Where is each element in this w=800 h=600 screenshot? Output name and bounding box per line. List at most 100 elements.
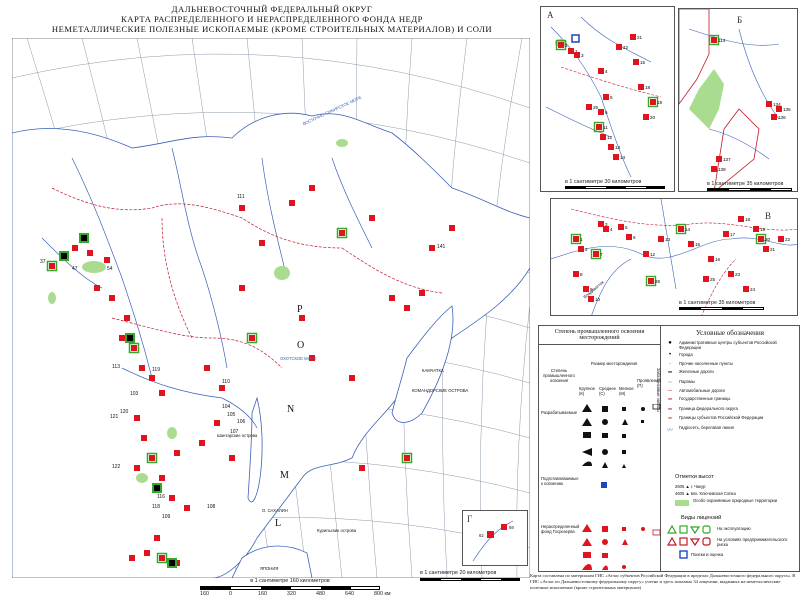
inset-deposit-marker[interactable]: [626, 234, 632, 240]
deposit-marker[interactable]: [369, 215, 375, 221]
deposit-marker[interactable]: [184, 505, 190, 511]
inset-deposit-marker[interactable]: [618, 224, 624, 230]
deposit-marker[interactable]: [259, 240, 265, 246]
inset-deposit-marker[interactable]: [598, 221, 604, 227]
inset-deposit-marker[interactable]: [603, 94, 609, 100]
inset-map-c[interactable]: 1 2 3 4 5 6 7 8 9 10 12 13 14 15 16 17 18 19 20 21 22 23 24 25 2…: [550, 198, 798, 316]
deposit-marker[interactable]: [94, 285, 100, 291]
inset-deposit-marker[interactable]: [723, 231, 729, 237]
inset-deposit-marker[interactable]: [778, 236, 784, 242]
deposit-marker[interactable]: [336, 227, 348, 239]
deposit-marker[interactable]: [139, 365, 145, 371]
inset-deposit-marker[interactable]: [600, 134, 606, 140]
deposit-marker[interactable]: [246, 332, 258, 344]
deposit-marker[interactable]: [124, 315, 130, 321]
deposit-marker[interactable]: [134, 415, 140, 421]
deposit-marker[interactable]: [46, 260, 58, 272]
deposit-marker[interactable]: [449, 225, 455, 231]
deposit-marker[interactable]: [229, 455, 235, 461]
inset-deposit-marker[interactable]: [743, 286, 749, 292]
inset-deposit-marker[interactable]: [616, 44, 622, 50]
deposit-marker[interactable]: [109, 295, 115, 301]
deposit-marker[interactable]: [349, 375, 355, 381]
deposit-marker[interactable]: [104, 257, 110, 263]
main-map[interactable]: 37 47 54 103 104 105 106 107 108 109 110 111 113 116 1…: [0, 37, 578, 579]
inset-deposit-marker[interactable]: [570, 233, 582, 245]
inset-deposit-marker[interactable]: [588, 296, 594, 302]
inset-deposit-marker[interactable]: [593, 121, 605, 133]
inset-deposit-marker[interactable]: [598, 68, 604, 74]
deposit-marker[interactable]: [299, 315, 305, 321]
inset-map-d[interactable]: Г 62 59: [462, 510, 528, 566]
inset-deposit-marker[interactable]: [776, 106, 782, 112]
deposit-marker[interactable]: [128, 342, 140, 354]
inset-map-b[interactable]: 114 134 135 136 137 138 Б в 1 сантиметре 35 к…: [678, 8, 798, 192]
inset-deposit-marker[interactable]: [598, 109, 604, 115]
deposit-marker[interactable]: [174, 450, 180, 456]
deposit-marker[interactable]: [72, 245, 78, 251]
inset-deposit-marker[interactable]: [555, 39, 567, 51]
inset-deposit-marker[interactable]: [766, 101, 772, 107]
inset-deposit-marker[interactable]: [586, 104, 592, 110]
deposit-marker[interactable]: [429, 245, 435, 251]
inset-deposit-marker[interactable]: [708, 256, 714, 262]
license-cluster-marker[interactable]: [79, 233, 89, 243]
inset-deposit-marker[interactable]: [675, 223, 687, 235]
license-cluster-marker[interactable]: [167, 558, 177, 568]
deposit-marker[interactable]: [199, 440, 205, 446]
search-license-marker[interactable]: [571, 34, 580, 43]
deposit-marker[interactable]: [119, 335, 125, 341]
deposit-marker[interactable]: [129, 555, 135, 561]
deposit-marker[interactable]: [419, 290, 425, 296]
license-cluster-marker[interactable]: [59, 251, 69, 261]
deposit-marker[interactable]: [159, 390, 165, 396]
inset-deposit-marker[interactable]: [573, 271, 579, 277]
deposit-marker[interactable]: [204, 365, 210, 371]
deposit-marker[interactable]: [87, 250, 93, 256]
inset-deposit-marker[interactable]: [708, 34, 720, 46]
inset-deposit-marker[interactable]: [738, 216, 744, 222]
inset-deposit-marker[interactable]: [590, 248, 602, 260]
deposit-marker[interactable]: [404, 305, 410, 311]
inset-deposit-marker[interactable]: [608, 144, 614, 150]
deposit-marker[interactable]: [309, 185, 315, 191]
inset-deposit-marker[interactable]: [755, 233, 767, 245]
deposit-marker[interactable]: [401, 452, 413, 464]
deposit-marker[interactable]: [141, 435, 147, 441]
inset-deposit-marker[interactable]: [763, 246, 769, 252]
inset-deposit-marker[interactable]: [633, 59, 639, 65]
deposit-marker[interactable]: [144, 550, 150, 556]
deposit-marker[interactable]: [146, 452, 158, 464]
inset-deposit-marker[interactable]: [703, 276, 709, 282]
deposit-marker[interactable]: [219, 385, 225, 391]
inset-deposit-marker[interactable]: [583, 286, 589, 292]
deposit-marker[interactable]: [309, 355, 315, 361]
inset-deposit-marker[interactable]: [603, 226, 609, 232]
deposit-marker[interactable]: [289, 200, 295, 206]
inset-deposit-marker[interactable]: [643, 251, 649, 257]
inset-deposit-marker[interactable]: [647, 96, 659, 108]
deposit-marker[interactable]: [156, 552, 168, 564]
inset-deposit-marker[interactable]: [578, 246, 584, 252]
license-cluster-marker[interactable]: [125, 333, 135, 343]
deposit-marker[interactable]: [169, 495, 175, 501]
inset-deposit-marker[interactable]: [658, 236, 664, 242]
inset-deposit-marker[interactable]: [716, 156, 722, 162]
inset-deposit-marker[interactable]: [645, 275, 657, 287]
deposit-marker[interactable]: [359, 465, 365, 471]
deposit-marker[interactable]: [154, 535, 160, 541]
inset-map-a[interactable]: 1 2 3 4 5 6 11 12 13 14 15 18 19 20 21 22 25 А в 1 санти…: [540, 6, 675, 192]
inset-deposit-marker[interactable]: [638, 84, 644, 90]
inset-deposit-marker[interactable]: [753, 226, 759, 232]
inset-deposit-marker[interactable]: [771, 114, 777, 120]
inset-deposit-marker[interactable]: [643, 114, 649, 120]
inset-deposit-marker[interactable]: [568, 48, 574, 54]
deposit-marker[interactable]: [214, 420, 220, 426]
deposit-marker[interactable]: [239, 205, 245, 211]
inset-deposit-marker[interactable]: [728, 271, 734, 277]
deposit-marker[interactable]: [159, 475, 165, 481]
deposit-marker[interactable]: [389, 295, 395, 301]
inset-deposit-marker[interactable]: [574, 52, 580, 58]
inset-deposit-marker[interactable]: [613, 154, 619, 160]
license-cluster-marker[interactable]: [152, 483, 162, 493]
